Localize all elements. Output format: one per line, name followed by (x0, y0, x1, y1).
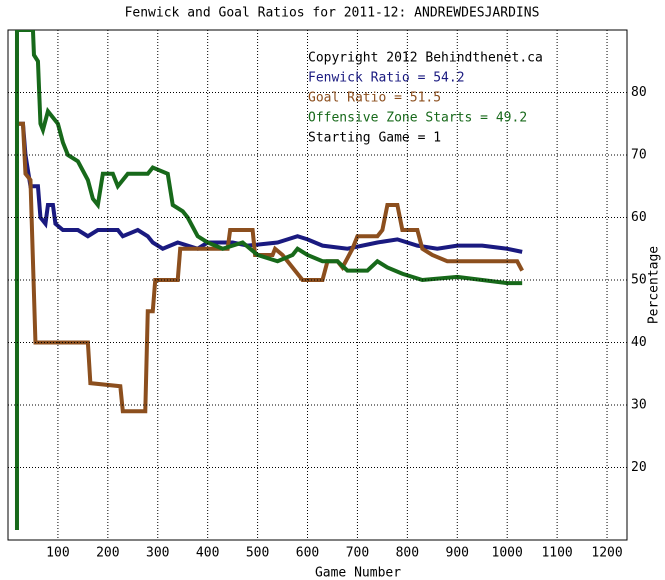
y-tick-label: 30 (631, 398, 647, 413)
x-tick-label: 1200 (591, 546, 622, 561)
series-line (17, 121, 523, 254)
legend-entry: Offensive Zone Starts = 49.2 (308, 111, 527, 126)
x-tick-label: 1000 (492, 546, 523, 561)
x-tick-label: 400 (196, 546, 219, 561)
x-tick-label: 300 (146, 546, 169, 561)
chart-title: Fenwick and Goal Ratios for 2011-12: AND… (125, 6, 540, 21)
x-tick-label: 700 (346, 546, 369, 561)
annotation: Starting Game = 1 (308, 131, 441, 146)
x-tick-label: 200 (96, 546, 119, 561)
y-tick-label: 40 (631, 335, 647, 350)
x-tick-label: 600 (296, 546, 319, 561)
y-tick-label: 20 (631, 460, 647, 475)
plot-area (7, 29, 628, 541)
lines (14, 30, 524, 530)
x-tick-label: 1100 (541, 546, 572, 561)
x-tick-label: 100 (46, 546, 69, 561)
x-axis-label: Game Number (315, 566, 401, 580)
x-tick-label: 900 (446, 546, 469, 561)
y-tick-label: 50 (631, 273, 647, 288)
y-tick-label: 70 (631, 148, 647, 163)
series-line (14, 30, 523, 530)
legend-entry: Fenwick Ratio = 54.2 (308, 71, 465, 86)
y-tick-label: 80 (631, 85, 647, 100)
legend-entry: Goal Ratio = 51.5 (308, 91, 441, 106)
y-axis-label: Percentage (647, 246, 662, 324)
y-tick-label: 60 (631, 210, 647, 225)
x-tick-label: 800 (396, 546, 419, 561)
annotation: Copyright 2012 Behindthenet.ca (308, 51, 543, 66)
series-line (17, 121, 524, 414)
x-tick-label: 500 (246, 546, 269, 561)
